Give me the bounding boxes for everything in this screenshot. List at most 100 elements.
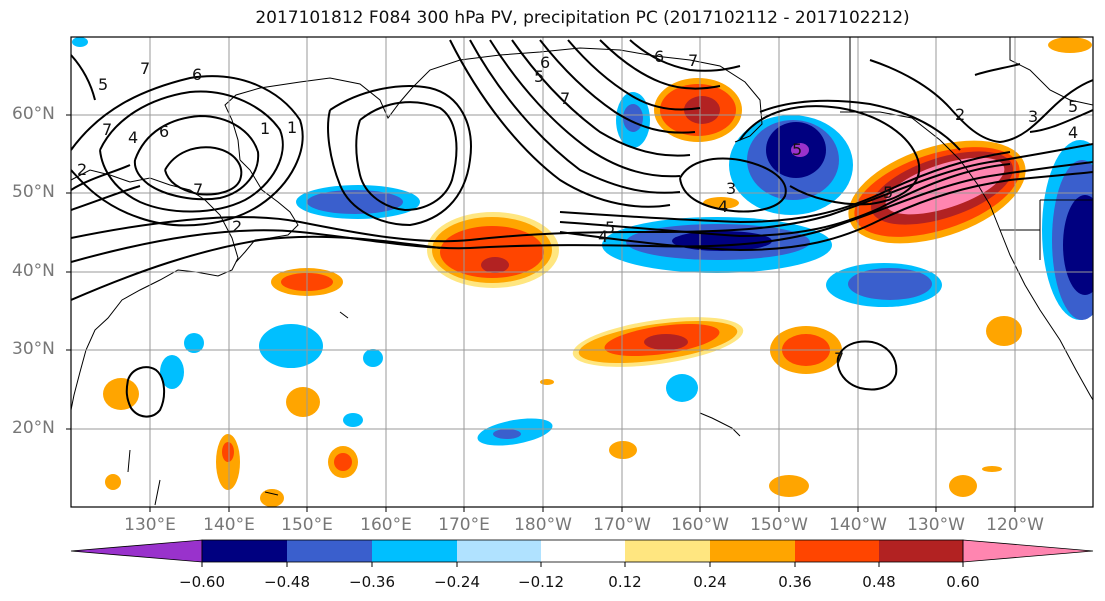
colorbar-segment [962, 539, 1094, 563]
pv-contour [133, 114, 260, 201]
contour-label: 7 [102, 120, 112, 139]
contour-label: 4 [718, 197, 728, 216]
contour-label: 6 [159, 122, 169, 141]
colorbar-segment [287, 540, 372, 562]
pv-contour [559, 151, 1011, 224]
contour-label: 6 [540, 53, 550, 72]
contour-label: 5 [98, 75, 108, 94]
colorbar-segment [879, 540, 963, 562]
precip-area [609, 441, 637, 459]
precip-area [1063, 195, 1093, 295]
contour-label: 7 [193, 180, 203, 199]
precip-area [160, 355, 184, 389]
lon-label: 170°W [593, 515, 651, 535]
contour-label: 1 [260, 119, 270, 138]
pv-contours [71, 39, 1093, 418]
colorbar-segment [70, 539, 203, 563]
contour-label: 5 [1068, 97, 1078, 116]
contour-label: 6 [654, 47, 664, 66]
colorbar-segment [625, 540, 710, 562]
coastline-islands [127, 311, 349, 506]
colorbar-tick-label: −0.36 [349, 573, 395, 591]
precip-area [540, 379, 554, 385]
precip-area [769, 475, 809, 497]
lon-label: 160°W [671, 515, 729, 535]
colorbar-segment [457, 540, 541, 562]
contour-label: 2 [77, 160, 87, 179]
pv-contour [71, 75, 304, 227]
pv-contour [1029, 109, 1093, 133]
colorbar [70, 539, 1094, 567]
graticule [71, 37, 1093, 507]
precip-area [986, 316, 1022, 346]
pv-contour [559, 163, 1011, 238]
pv-contour [974, 63, 1021, 76]
contour-label: 2 [232, 217, 242, 236]
lon-label: 140°W [829, 515, 887, 535]
lat-label: 20°N [12, 418, 55, 438]
colorbar-tick-label: 0.24 [693, 573, 727, 591]
pv-contour [71, 171, 1093, 301]
coastline-okhotsk [224, 77, 413, 161]
lat-label: 40°N [12, 261, 55, 281]
colorbar-segment [795, 540, 879, 562]
pv-contour [71, 164, 141, 211]
contour-label: 2 [955, 105, 965, 124]
lon-label: 140°E [203, 515, 255, 535]
lon-label: 150°E [281, 515, 333, 535]
contour-label: 7 [140, 59, 150, 78]
precip-area [260, 489, 284, 507]
pv-contour [71, 54, 96, 101]
contour-label: 7 [560, 89, 570, 108]
contour-label: 1 [287, 118, 297, 137]
coastline-japan [235, 159, 299, 263]
coastline-hawaii [699, 412, 741, 437]
precip-area [949, 475, 977, 497]
lon-label: 170°E [438, 515, 490, 535]
precip-area [440, 226, 544, 278]
pv-contour [164, 146, 243, 196]
precip-area [307, 190, 403, 214]
pv-contour [836, 340, 898, 391]
precip-area [791, 143, 809, 157]
colorbar-tick-label: 0.48 [862, 573, 896, 591]
colorbar-tick-label: −0.24 [434, 573, 480, 591]
contour-label-group: 5 7 6 7 2 4 1 7 2 6 5 7 6 7 6 2 3 5 4 5 … [77, 47, 1078, 368]
pv-contour [327, 85, 472, 227]
contour-label: 7 [688, 51, 698, 70]
colorbar-tick-label: −0.12 [518, 573, 564, 591]
pv-contour [449, 39, 741, 208]
pv-contour [125, 366, 166, 418]
coastline-alaska [411, 47, 763, 143]
lon-label: 130°E [124, 515, 176, 535]
colorbar-tick-label: 0.36 [778, 573, 812, 591]
coastline-asia [71, 169, 239, 411]
lat-label: 30°N [12, 339, 55, 359]
colorbar-segment [372, 540, 457, 562]
lon-label: 180°W [514, 515, 572, 535]
contour-label: 5 [883, 183, 893, 202]
contour-label: 4 [598, 227, 608, 246]
contour-label: 6 [192, 65, 202, 84]
precip-area [1048, 37, 1092, 53]
contour-label: 5 [605, 218, 615, 237]
contour-label: 3 [726, 179, 736, 198]
precip-area [644, 334, 688, 350]
coastlines [71, 37, 1093, 506]
pv-contour [869, 59, 1093, 144]
colorbar-tick-label: 0.60 [946, 573, 980, 591]
precip-area [259, 324, 323, 368]
pv-contour [759, 99, 961, 151]
colorbar-tick-label: −0.60 [179, 573, 225, 591]
precip-area [363, 349, 383, 367]
precip-area [105, 474, 121, 490]
precip-area [481, 257, 509, 273]
precip-area [666, 374, 698, 402]
precip-area [493, 429, 521, 439]
precip-area [103, 378, 139, 410]
lat-label: 50°N [12, 182, 55, 202]
colorbar-tick-label: −0.48 [264, 573, 310, 591]
precip-area [343, 413, 363, 427]
colorbar-segment [710, 540, 795, 562]
